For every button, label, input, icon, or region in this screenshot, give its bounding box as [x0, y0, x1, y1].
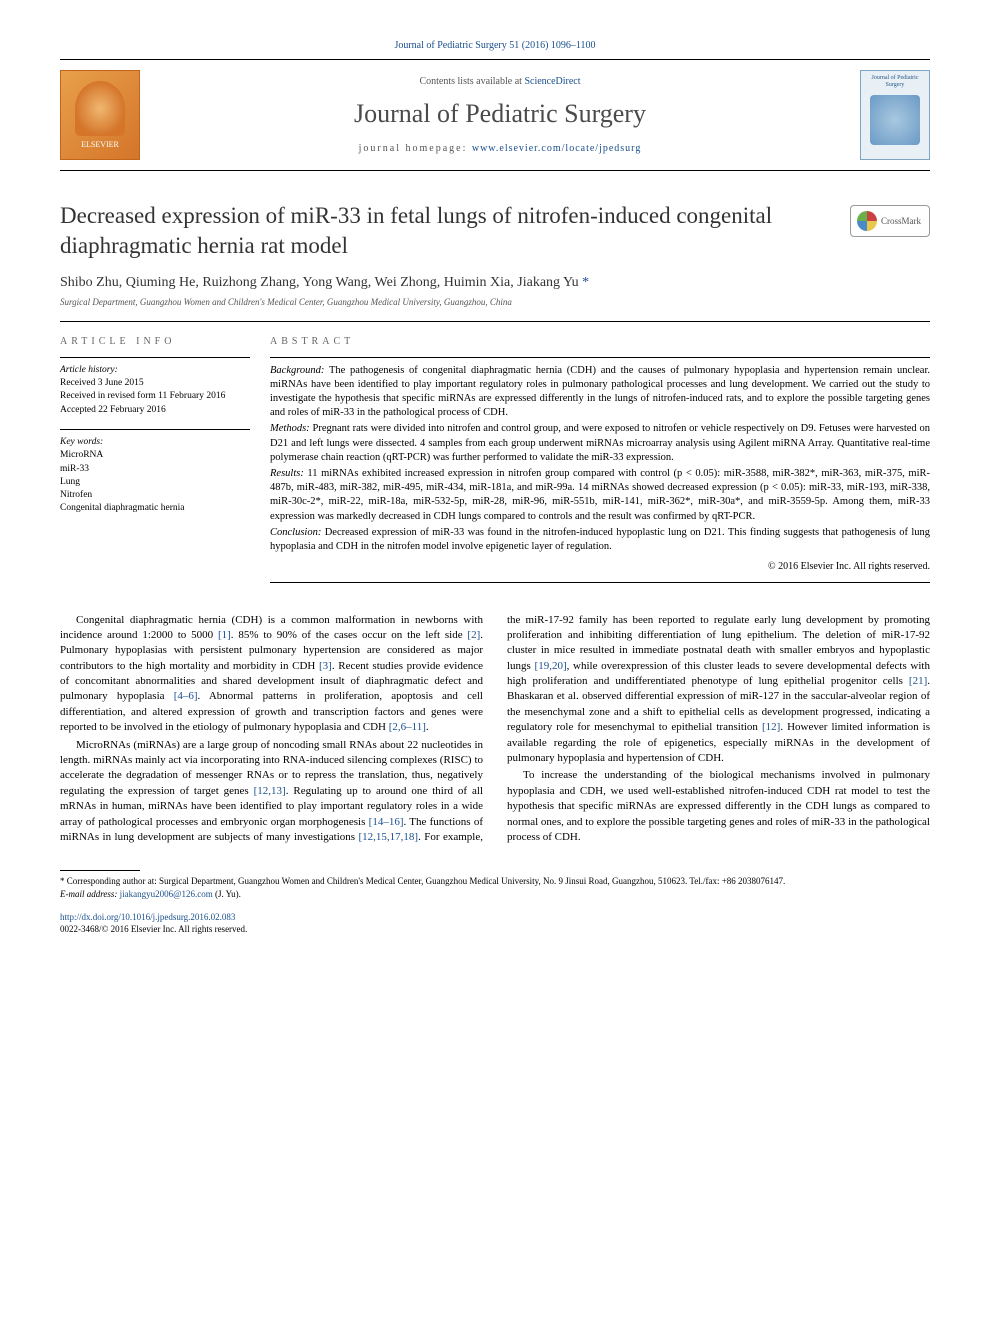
ref-link[interactable]: [3]	[319, 660, 332, 672]
crossmark-icon	[857, 211, 877, 231]
contents-line: Contents lists available at ScienceDirec…	[140, 76, 860, 87]
results-label: Results:	[270, 468, 304, 479]
email-line: E-mail address: jiakangyu2006@126.com (J…	[60, 888, 930, 901]
top-citation: Journal of Pediatric Surgery 51 (2016) 1…	[60, 40, 930, 51]
body-text: To increase the understanding of the bio…	[507, 769, 930, 843]
body-paragraph: Congenital diaphragmatic hernia (CDH) is…	[60, 613, 483, 736]
received-date: Received 3 June 2015	[60, 377, 250, 390]
cover-title: Journal of Pediatric Surgery	[865, 75, 925, 89]
title-row: Decreased expression of miR-33 in fetal …	[60, 201, 930, 261]
keywords-block: Key words: MicroRNA miR-33 Lung Nitrofen…	[60, 429, 250, 516]
top-citation-link[interactable]: Journal of Pediatric Surgery 51 (2016) 1…	[394, 40, 595, 51]
accepted-date: Accepted 22 February 2016	[60, 404, 250, 417]
email-label: E-mail address:	[60, 889, 120, 899]
ref-link[interactable]: [2]	[467, 629, 480, 641]
conclusion-text: Decreased expression of miR-33 was found…	[270, 527, 930, 552]
affiliation: Surgical Department, Guangzhou Women and…	[60, 297, 930, 307]
history-label: Article history:	[60, 364, 250, 377]
sciencedirect-link[interactable]: ScienceDirect	[524, 76, 580, 87]
email-suffix: (J. Yu).	[213, 889, 241, 899]
elsevier-logo[interactable]: ELSEVIER	[60, 70, 140, 160]
keywords-label: Key words:	[60, 436, 250, 449]
corresponding-author-note: * Corresponding author at: Surgical Depa…	[60, 875, 930, 888]
body-text: .	[426, 721, 429, 733]
body-text: . 85% to 90% of the cases occur on the l…	[231, 629, 468, 641]
body-text: , while overexpression of this cluster l…	[507, 660, 930, 687]
background-label: Background:	[270, 365, 324, 376]
corr-text: Corresponding author at: Surgical Depart…	[67, 876, 786, 886]
keyword: miR-33	[60, 463, 250, 476]
crossmark-badge[interactable]: CrossMark	[850, 205, 930, 237]
article-info-label: ARTICLE INFO	[60, 336, 250, 347]
keyword: Nitrofen	[60, 489, 250, 502]
top-citation-vol: 51 (2016) 1096–1100	[507, 40, 596, 51]
journal-header: ELSEVIER Contents lists available at Sci…	[60, 59, 930, 171]
footer: * Corresponding author at: Surgical Depa…	[60, 870, 930, 935]
doi-block: http://dx.doi.org/10.1016/j.jpedsurg.201…	[60, 911, 930, 936]
methods-label: Methods:	[270, 423, 310, 434]
background-text: The pathogenesis of congenital diaphragm…	[270, 365, 930, 419]
page-container: Journal of Pediatric Surgery 51 (2016) 1…	[0, 0, 990, 976]
elsevier-tree-icon	[75, 81, 125, 136]
corr-asterisk: *	[60, 876, 67, 886]
footer-separator	[60, 870, 140, 871]
abstract-copyright: © 2016 Elsevier Inc. All rights reserved…	[270, 560, 930, 574]
conclusion-label: Conclusion:	[270, 527, 321, 538]
journal-name: Journal of Pediatric Surgery	[140, 99, 860, 129]
keyword: Congenital diaphragmatic hernia	[60, 502, 250, 515]
author-list: Shibo Zhu, Qiuming He, Ruizhong Zhang, Y…	[60, 275, 582, 290]
ref-link[interactable]: [19,20]	[535, 660, 567, 672]
ref-link[interactable]: [12]	[762, 721, 780, 733]
ref-link[interactable]: [14–16]	[369, 816, 404, 828]
top-citation-journal: Journal of Pediatric Surgery	[394, 40, 506, 51]
methods-text: Pregnant rats were divided into nitrofen…	[270, 423, 930, 462]
journal-cover-thumbnail[interactable]: Journal of Pediatric Surgery	[860, 70, 930, 160]
homepage-prefix: journal homepage:	[359, 143, 472, 154]
ref-link[interactable]: [1]	[218, 629, 231, 641]
ref-link[interactable]: [12,15,17,18]	[359, 831, 419, 843]
article-body: Congenital diaphragmatic hernia (CDH) is…	[60, 613, 930, 847]
header-center: Contents lists available at ScienceDirec…	[140, 76, 860, 154]
results-text: 11 miRNAs exhibited increased expression…	[270, 468, 930, 522]
info-abstract-row: ARTICLE INFO Article history: Received 3…	[60, 336, 930, 583]
homepage-link[interactable]: www.elsevier.com/locate/jpedsurg	[472, 143, 641, 154]
ref-link[interactable]: [12,13]	[254, 785, 286, 797]
history-block: Article history: Received 3 June 2015 Re…	[60, 357, 250, 417]
abstract-label: ABSTRACT	[270, 336, 930, 347]
abstract-divider	[270, 582, 930, 583]
elsevier-text: ELSEVIER	[81, 140, 119, 149]
homepage-line: journal homepage: www.elsevier.com/locat…	[140, 143, 860, 154]
divider	[60, 321, 930, 322]
keyword: MicroRNA	[60, 449, 250, 462]
doi-link[interactable]: http://dx.doi.org/10.1016/j.jpedsurg.201…	[60, 912, 235, 922]
contents-prefix: Contents lists available at	[419, 76, 524, 87]
article-title: Decreased expression of miR-33 in fetal …	[60, 201, 830, 261]
crossmark-label: CrossMark	[881, 216, 921, 226]
corresponding-mark[interactable]: *	[582, 275, 589, 290]
body-paragraph: To increase the understanding of the bio…	[507, 768, 930, 845]
cover-image-icon	[870, 95, 920, 145]
abstract-body: Background: The pathogenesis of congenit…	[270, 357, 930, 574]
email-link[interactable]: jiakangyu2006@126.com	[120, 889, 213, 899]
ref-link[interactable]: [21]	[909, 675, 927, 687]
keyword: Lung	[60, 476, 250, 489]
issn-copyright: 0022-3468/© 2016 Elsevier Inc. All right…	[60, 924, 247, 934]
revised-date: Received in revised form 11 February 201…	[60, 390, 250, 403]
article-info-sidebar: ARTICLE INFO Article history: Received 3…	[60, 336, 270, 583]
abstract-column: ABSTRACT Background: The pathogenesis of…	[270, 336, 930, 583]
ref-link[interactable]: [2,6–11]	[389, 721, 426, 733]
ref-link[interactable]: [4–6]	[174, 690, 198, 702]
authors: Shibo Zhu, Qiuming He, Ruizhong Zhang, Y…	[60, 275, 930, 291]
